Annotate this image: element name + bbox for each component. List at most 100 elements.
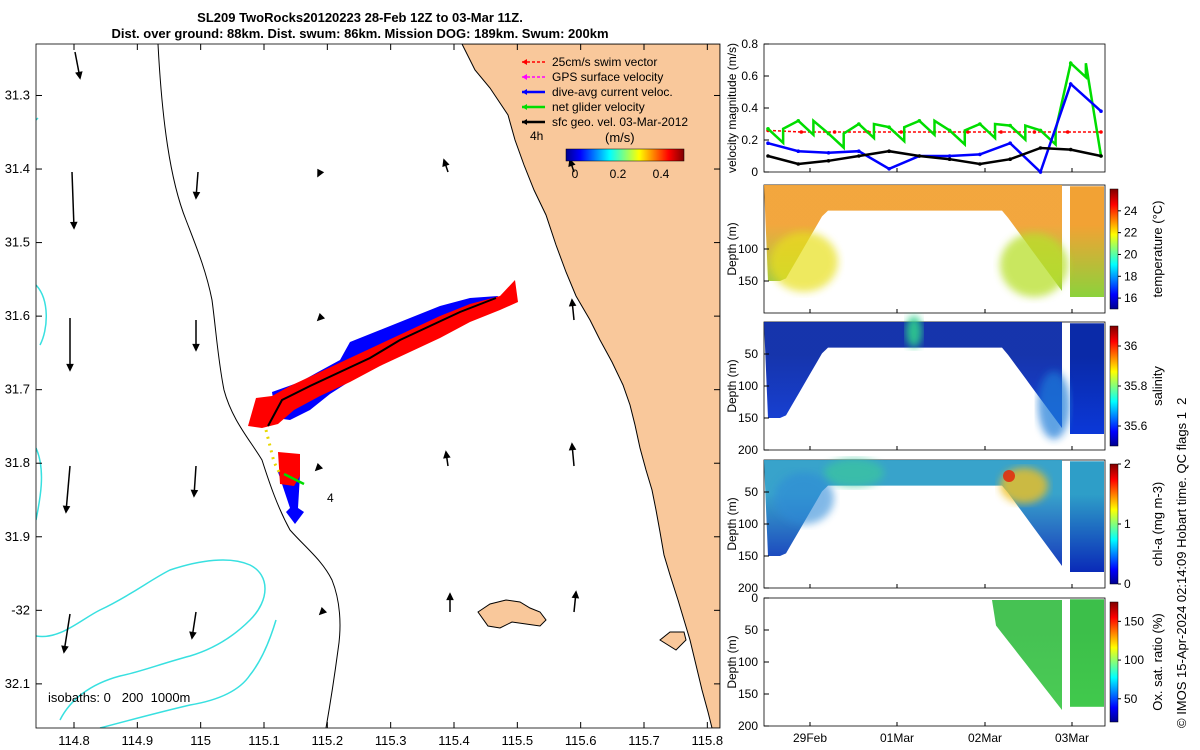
geostrophic-arrow-shaft bbox=[65, 465, 71, 513]
colorbar-tick-label: 100 bbox=[1124, 653, 1144, 667]
velocity-data-point bbox=[1032, 130, 1037, 134]
time-axis-label: 03Mar bbox=[1055, 731, 1089, 745]
geostrophic-arrow-head bbox=[314, 462, 324, 472]
chart-title-line-1: SL209 TwoRocks20120223 28-Feb 12Z to 03-… bbox=[197, 10, 523, 25]
velocity-data-point bbox=[766, 127, 770, 131]
section-fill bbox=[764, 185, 1062, 297]
geostrophic-arrow-head bbox=[568, 442, 577, 451]
current-velocity-tail bbox=[278, 472, 304, 524]
section-colorbar bbox=[1109, 188, 1119, 310]
geostrophic-arrow-head bbox=[190, 489, 199, 498]
colorbar-tick-label: 22 bbox=[1124, 226, 1138, 240]
section-y-tick-label: 150 bbox=[738, 549, 758, 563]
map-annotation: 4 bbox=[327, 491, 334, 505]
geostrophic-arrow-head bbox=[446, 592, 454, 601]
isobath-1000m bbox=[36, 117, 277, 728]
velocity-y-tick-label: 0.2 bbox=[741, 133, 758, 147]
velocity-data-point bbox=[887, 125, 891, 129]
velocity-data-point bbox=[999, 130, 1003, 134]
velocity-data-point bbox=[1068, 61, 1073, 65]
map-y-tick-label: 31.8 bbox=[5, 455, 30, 470]
section-y-tick-label: 150 bbox=[738, 274, 758, 288]
colorbar-tick-label: 0 bbox=[1124, 577, 1131, 591]
legend-arrowhead bbox=[522, 74, 527, 80]
velocity-y-axis-label: velocity magnitude (m/s) bbox=[725, 43, 739, 173]
velocity-data-point bbox=[1008, 157, 1012, 161]
geostrophic-arrow-head bbox=[443, 450, 451, 459]
geostrophic-arrow-shaft bbox=[71, 171, 75, 229]
geostrophic-arrow-head bbox=[75, 71, 83, 80]
geostrophic-arrow-head bbox=[571, 590, 580, 599]
velocity-data-point bbox=[1038, 170, 1043, 174]
geostrophic-arrow-head bbox=[69, 221, 78, 230]
velocity-data-point bbox=[1008, 123, 1012, 128]
legend-arrowhead bbox=[522, 89, 527, 95]
velocity-data-point bbox=[832, 130, 837, 134]
map-x-tick-label: 115.6 bbox=[565, 733, 597, 748]
map-x-tick-label: 115.2 bbox=[312, 733, 344, 748]
velocity-data-point bbox=[1099, 109, 1103, 113]
track-line bbox=[267, 297, 497, 427]
map-axes: 114.8 114.9 115 115.1 115.2 115.3 115.4 115.5 11… bbox=[5, 44, 723, 748]
velocity-data-point bbox=[796, 162, 801, 166]
geostrophic-arrow-shaft bbox=[63, 613, 71, 653]
section-colorbar bbox=[1109, 325, 1119, 447]
section-y-axis-label: Depth (m) bbox=[725, 497, 739, 550]
map-y-tick-label: 31.7 bbox=[5, 382, 30, 397]
geostrophic-velocity-arrows bbox=[61, 51, 580, 654]
section-y-tick-label: 50 bbox=[745, 347, 759, 361]
velocity-data-point bbox=[947, 157, 952, 161]
section-y-tick-label: 100 bbox=[738, 242, 758, 256]
colorbar-tick-label: 1 bbox=[1124, 517, 1131, 531]
velocity-data-point bbox=[1038, 128, 1043, 133]
velocity-series-line bbox=[767, 146, 1102, 166]
velocity-data-point bbox=[857, 154, 861, 158]
section-fill-right bbox=[1070, 323, 1104, 434]
salinity-feature bbox=[1038, 371, 1070, 440]
map-x-tick-label: 115.4 bbox=[438, 733, 470, 748]
velocity-data-point bbox=[826, 159, 831, 163]
velocity-data-point bbox=[766, 141, 770, 145]
map-x-tick-label: 115.3 bbox=[375, 733, 407, 748]
geostrophic-arrow-head bbox=[62, 505, 71, 514]
swim-vector-tail bbox=[278, 452, 300, 486]
chl-peak bbox=[1003, 470, 1015, 482]
section-y-axis-label: Depth (m) bbox=[725, 635, 739, 688]
geostrophic-arrow-head bbox=[316, 312, 326, 322]
velocity-data-point bbox=[978, 122, 982, 126]
velocity-data-point bbox=[857, 122, 861, 126]
velocity-y-tick-label: 0 bbox=[751, 165, 758, 179]
glider-track bbox=[248, 280, 518, 524]
surface-drift-dots bbox=[264, 429, 282, 475]
velocity-data-point bbox=[947, 128, 952, 133]
map-x-tick-label: 115 bbox=[190, 733, 211, 748]
section-y-tick-label: 150 bbox=[738, 687, 758, 701]
velocity-data-point bbox=[978, 152, 982, 157]
colorbar-tick-label: 16 bbox=[1124, 291, 1138, 305]
section-y-tick-label: 100 bbox=[738, 379, 758, 393]
map-x-tick-label: 114.8 bbox=[58, 733, 90, 748]
colorbar-tick-label: 35.6 bbox=[1124, 419, 1148, 433]
geostrophic-arrow-head bbox=[189, 631, 197, 640]
legend-arrowhead bbox=[522, 119, 527, 125]
map-y-tick-label: 32.1 bbox=[5, 676, 30, 691]
colorbar-tick-label: 24 bbox=[1124, 204, 1138, 218]
geostrophic-arrow-head bbox=[192, 191, 201, 200]
map-y-tick-label: -32 bbox=[11, 602, 30, 617]
colorbar-tick-label: 35.8 bbox=[1124, 379, 1148, 393]
geostrophic-arrow-head bbox=[318, 606, 328, 616]
velocity-data-point bbox=[1068, 147, 1073, 152]
legend-label: net glider velocity bbox=[552, 100, 645, 114]
velocity-data-point bbox=[887, 167, 891, 171]
velocity-data-point bbox=[857, 149, 861, 153]
map-colorbar-unit: (m/s) bbox=[605, 130, 635, 145]
chart-title-line-2: Dist. over ground: 88km. Dist. swum: 86k… bbox=[111, 26, 609, 41]
colorbar-tick-label: 50 bbox=[1124, 692, 1138, 706]
map-y-tick-label: 31.5 bbox=[5, 235, 30, 250]
map-colorbar bbox=[565, 148, 685, 162]
velocity-data-point bbox=[826, 151, 831, 155]
